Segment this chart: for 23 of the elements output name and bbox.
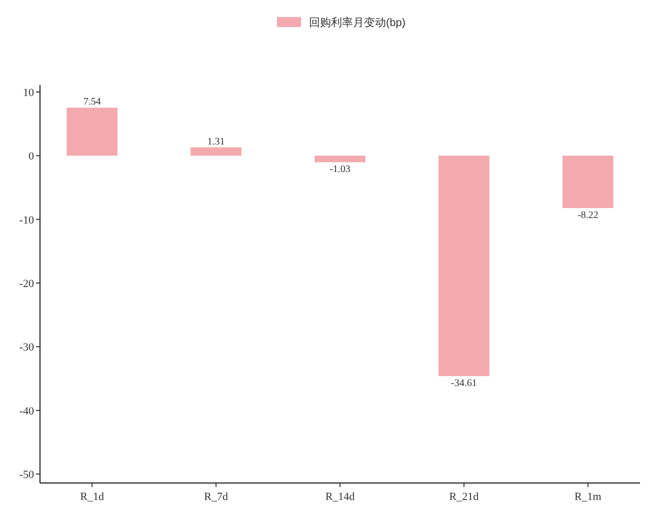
y-tick-label: -50 bbox=[19, 469, 34, 482]
x-tick-label: R_1d bbox=[80, 491, 104, 503]
y-tick-label: -20 bbox=[19, 278, 34, 290]
x-tick-label: R_1m bbox=[574, 491, 602, 503]
x-tick-label: R_21d bbox=[449, 491, 480, 503]
bar bbox=[562, 156, 614, 208]
data-label: -34.61 bbox=[451, 378, 477, 390]
bar bbox=[314, 156, 366, 162]
data-label: -8.22 bbox=[578, 210, 598, 222]
legend-label: 回购利率月变动(bp) bbox=[309, 16, 406, 29]
y-tick-label: 0 bbox=[28, 150, 34, 163]
data-label: -1.03 bbox=[330, 164, 350, 176]
y-tick-label: -30 bbox=[19, 342, 34, 354]
y-tick-label: -10 bbox=[19, 214, 34, 226]
data-label: 1.31 bbox=[207, 136, 225, 148]
data-label: 7.54 bbox=[83, 96, 101, 108]
bar bbox=[438, 156, 490, 376]
x-tick-label: R_7d bbox=[204, 491, 228, 503]
x-tick-label: R_14d bbox=[325, 491, 356, 503]
y-tick-label: -40 bbox=[19, 405, 34, 418]
bar bbox=[66, 108, 118, 156]
y-tick-label: 10 bbox=[23, 87, 34, 100]
bar bbox=[190, 147, 242, 156]
